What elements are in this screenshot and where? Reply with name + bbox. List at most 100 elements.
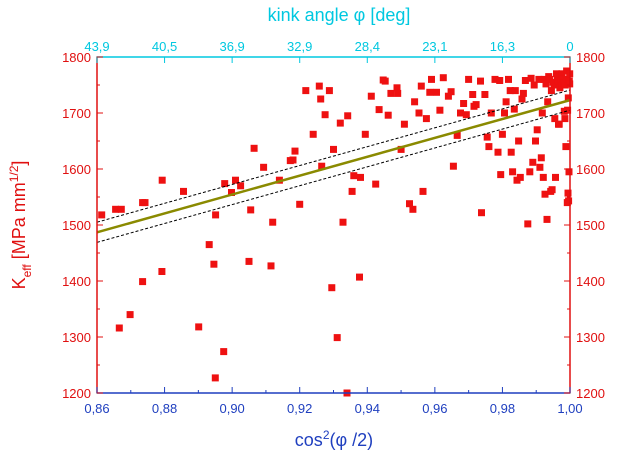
data-point (535, 75, 543, 83)
data-point (367, 92, 375, 100)
data-point (532, 137, 539, 145)
plot-frame (96, 56, 571, 394)
y-tick-label-right: 1700 (576, 106, 605, 121)
data-point (510, 105, 518, 113)
data-point (372, 180, 380, 188)
data-point (228, 189, 235, 196)
data-point (289, 156, 297, 164)
data-point (462, 111, 470, 119)
data-point (524, 220, 532, 228)
data-point (205, 241, 213, 249)
data-point (548, 186, 556, 194)
data-point (472, 101, 480, 109)
data-point (564, 94, 572, 102)
y-tick-label-right: 1400 (576, 274, 605, 289)
data-point (469, 91, 477, 98)
data-point (361, 130, 369, 138)
data-point (344, 112, 352, 120)
y-tick-label-left: 1700 (62, 106, 91, 121)
data-point (139, 278, 147, 286)
top-tick-label: 43,9 (84, 39, 109, 54)
data-point (447, 88, 455, 96)
y-tick-label-left: 1500 (62, 218, 91, 233)
top-tick-label: 32,9 (287, 39, 312, 54)
x-tick-label: 0,90 (219, 401, 244, 416)
y-axis-title-end: ] (9, 161, 29, 166)
data-point (449, 162, 457, 170)
data-point (98, 211, 106, 219)
data-point (141, 199, 149, 207)
y-tick-label-left: 1600 (62, 162, 91, 177)
top-tick-label: 28,4 (355, 39, 380, 54)
data-point (561, 115, 569, 123)
data-point (406, 200, 413, 208)
y-tick-label-right: 1800 (576, 50, 605, 65)
data-point (375, 106, 383, 114)
data-point (221, 180, 229, 188)
data-point (419, 187, 427, 195)
data-point (302, 87, 310, 95)
data-point (220, 348, 228, 356)
data-point (237, 182, 245, 190)
data-point (536, 163, 544, 171)
data-point (551, 115, 559, 123)
data-point (552, 173, 559, 181)
data-point (564, 106, 572, 114)
data-point (563, 199, 571, 207)
x-tick-label: 0,88 (152, 401, 177, 416)
data-point (112, 205, 120, 213)
data-point (515, 137, 523, 145)
data-point (415, 109, 423, 117)
data-point (558, 70, 566, 78)
data-point (210, 260, 218, 268)
data-point (296, 200, 304, 208)
data-point (502, 98, 510, 106)
data-point (564, 189, 572, 197)
top-axis-title: kink angle φ [deg] (268, 5, 411, 25)
data-point (436, 106, 444, 114)
data-point (537, 154, 545, 162)
data-point (562, 143, 570, 151)
x-axis-title-rest: (φ /2) (330, 430, 374, 450)
data-point (260, 163, 268, 171)
data-point (533, 126, 541, 134)
top-tick-label: 23,1 (422, 39, 447, 54)
data-point (232, 176, 239, 184)
data-point (526, 168, 534, 176)
data-point (158, 268, 166, 275)
x-tick-label: 0,96 (422, 401, 447, 416)
data-point (247, 206, 255, 214)
data-point (195, 323, 203, 331)
top-tick-label: 16,3 (490, 39, 515, 54)
data-point (457, 109, 464, 117)
data-point (330, 145, 337, 153)
data-point (565, 168, 573, 176)
y-axis-title-sup: 1/2 (7, 165, 21, 182)
data-point (509, 168, 517, 176)
data-point (426, 88, 434, 96)
data-point (117, 205, 125, 213)
data-point (397, 145, 405, 153)
y-tick-label-left: 1400 (62, 274, 91, 289)
data-point (126, 311, 134, 319)
data-point (516, 173, 524, 181)
top-tick-label: 0 (566, 39, 573, 54)
x-tick-label: 0,86 (84, 401, 109, 416)
data-point (506, 87, 514, 95)
data-point (384, 111, 392, 119)
data-point (494, 148, 502, 156)
data-point (315, 82, 323, 90)
data-point (317, 95, 325, 103)
data-point (321, 111, 329, 119)
data-point (465, 75, 473, 83)
axis-ticks: 0,86 0,88 0,90 0,92 0,94 0,96 0,98 1,00 43,9 40,5… (62, 39, 605, 416)
data-point (460, 100, 468, 107)
data-point (547, 87, 555, 95)
top-tick-label: 36,9 (219, 39, 244, 54)
data-point (325, 87, 333, 95)
data-point (348, 187, 356, 195)
data-point (538, 109, 546, 117)
data-point (561, 81, 569, 89)
y-tick-label-left: 1300 (62, 330, 91, 345)
data-point (478, 209, 485, 217)
